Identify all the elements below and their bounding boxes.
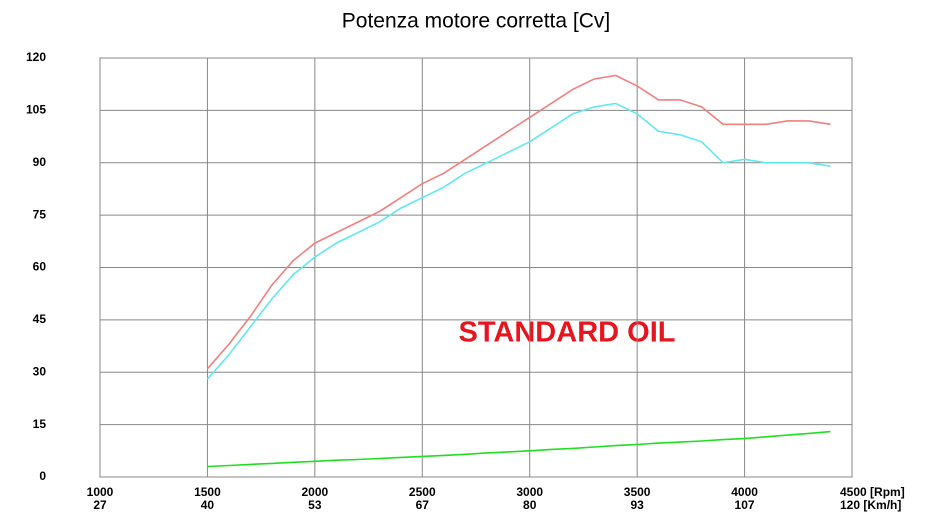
x2-tick-label: 120 [Km/h] bbox=[840, 498, 901, 512]
y-tick-label: 30 bbox=[33, 364, 47, 378]
x-tick-label: 4000 bbox=[731, 485, 758, 499]
y-tick-label: 90 bbox=[33, 155, 47, 169]
y-tick-label: 75 bbox=[33, 207, 47, 221]
y-tick-label: 120 bbox=[26, 50, 46, 64]
x-tick-label: 3000 bbox=[516, 485, 543, 499]
x-tick-label: 4500 [Rpm] bbox=[840, 485, 905, 499]
x-tick-label: 2000 bbox=[302, 485, 329, 499]
x-tick-label: 2500 bbox=[409, 485, 436, 499]
x-tick-label: 3500 bbox=[624, 485, 651, 499]
y-tick-label: 60 bbox=[33, 260, 47, 274]
y-tick-label: 15 bbox=[33, 417, 47, 431]
y-tick-label: 105 bbox=[26, 103, 46, 117]
chart-title: Potenza motore corretta [Cv] bbox=[342, 10, 610, 33]
series-line bbox=[207, 430, 831, 468]
x-tick-label: 1000 bbox=[87, 485, 114, 499]
x2-tick-label: 27 bbox=[93, 498, 107, 512]
x2-tick-label: 80 bbox=[523, 498, 537, 512]
y-tick-label: 0 bbox=[39, 469, 46, 483]
y-tick-label: 45 bbox=[33, 312, 47, 326]
x2-tick-label: 93 bbox=[630, 498, 644, 512]
x2-tick-label: 107 bbox=[735, 498, 755, 512]
x-tick-label: 1500 bbox=[194, 485, 221, 499]
annotation: STANDARD OIL bbox=[459, 317, 676, 349]
x2-tick-label: 67 bbox=[416, 498, 430, 512]
x2-tick-label: 40 bbox=[201, 498, 215, 512]
series-line bbox=[206, 74, 831, 370]
series-line bbox=[206, 102, 831, 380]
x2-tick-label: 53 bbox=[308, 498, 322, 512]
